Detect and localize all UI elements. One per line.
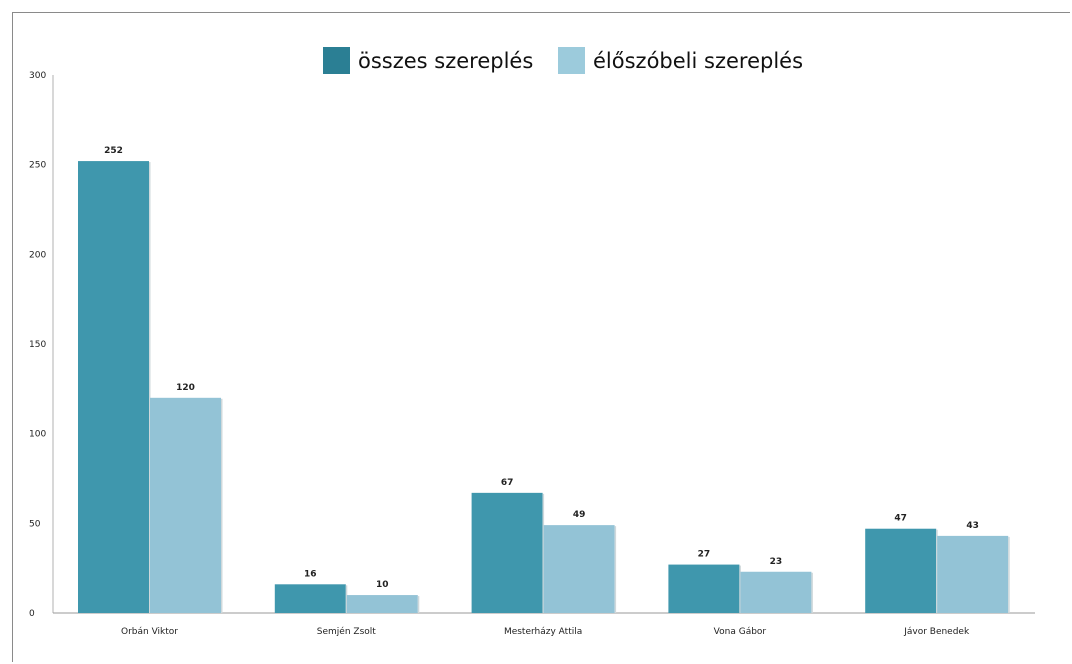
bar bbox=[543, 525, 615, 613]
legend-swatch-spoken bbox=[558, 47, 585, 74]
bar-shadow bbox=[614, 526, 617, 613]
bar-chart: összes szereplés élőszóbeli szereplés 0 5… bbox=[29, 47, 1035, 637]
bar bbox=[150, 397, 221, 613]
y-tick-label: 200 bbox=[29, 250, 46, 260]
y-tick-label: 100 bbox=[29, 430, 46, 440]
chart-frame: összes szereplés élőszóbeli szereplés 0 5… bbox=[12, 12, 1070, 662]
legend-label-total: összes szereplés bbox=[358, 49, 533, 73]
bar bbox=[865, 528, 937, 613]
bar-value-label: 47 bbox=[894, 514, 907, 524]
y-tick-label: 250 bbox=[29, 161, 46, 171]
legend-swatch-total bbox=[323, 47, 350, 74]
bar-shadow bbox=[542, 493, 545, 613]
category-labels: Orbán Viktor Semjén Zsolt Mesterházy Attil… bbox=[121, 626, 970, 637]
bar-value-label: 49 bbox=[573, 510, 586, 520]
bar bbox=[78, 161, 149, 613]
bar-shadow bbox=[221, 398, 223, 613]
y-axis-ticks: 0 50 100 150 200 250 300 bbox=[29, 71, 46, 619]
bars bbox=[78, 161, 1010, 613]
bar-value-label: 67 bbox=[501, 478, 514, 488]
bar-value-label: 27 bbox=[698, 550, 711, 560]
bar bbox=[937, 535, 1009, 613]
bar-value-label: 23 bbox=[770, 557, 783, 567]
value-labels: 252 120 16 10 67 49 27 23 47 43 bbox=[104, 146, 979, 590]
bar-shadow bbox=[1008, 536, 1010, 613]
bar-shadow bbox=[149, 162, 151, 613]
category-label: Semjén Zsolt bbox=[317, 626, 376, 637]
legend-label-spoken: élőszóbeli szereplés bbox=[593, 49, 803, 73]
category-label: Jávor Benedek bbox=[903, 627, 970, 637]
bar-value-label: 16 bbox=[304, 569, 317, 579]
bar bbox=[471, 492, 543, 613]
legend: összes szereplés élőszóbeli szereplés bbox=[323, 47, 803, 74]
bar-value-label: 43 bbox=[966, 521, 979, 531]
bar-shadow bbox=[811, 572, 813, 613]
y-tick-label: 150 bbox=[29, 340, 46, 350]
y-tick-label: 0 bbox=[29, 609, 35, 619]
bar bbox=[740, 571, 812, 613]
category-label: Mesterházy Attila bbox=[504, 627, 582, 637]
bar-shadow bbox=[417, 596, 420, 613]
bar-value-label: 10 bbox=[376, 580, 389, 590]
bar-value-label: 120 bbox=[176, 383, 195, 393]
y-tick-label: 50 bbox=[29, 519, 41, 529]
category-label: Vona Gábor bbox=[714, 627, 767, 637]
bar-shadow bbox=[936, 529, 938, 613]
bar bbox=[274, 584, 346, 613]
category-label: Orbán Viktor bbox=[121, 627, 178, 637]
bar-shadow bbox=[739, 565, 741, 613]
bar-shadow bbox=[345, 585, 348, 613]
bar-value-label: 252 bbox=[104, 146, 123, 156]
y-tick-label: 300 bbox=[29, 71, 46, 81]
bar bbox=[668, 564, 740, 613]
bar bbox=[346, 595, 418, 613]
